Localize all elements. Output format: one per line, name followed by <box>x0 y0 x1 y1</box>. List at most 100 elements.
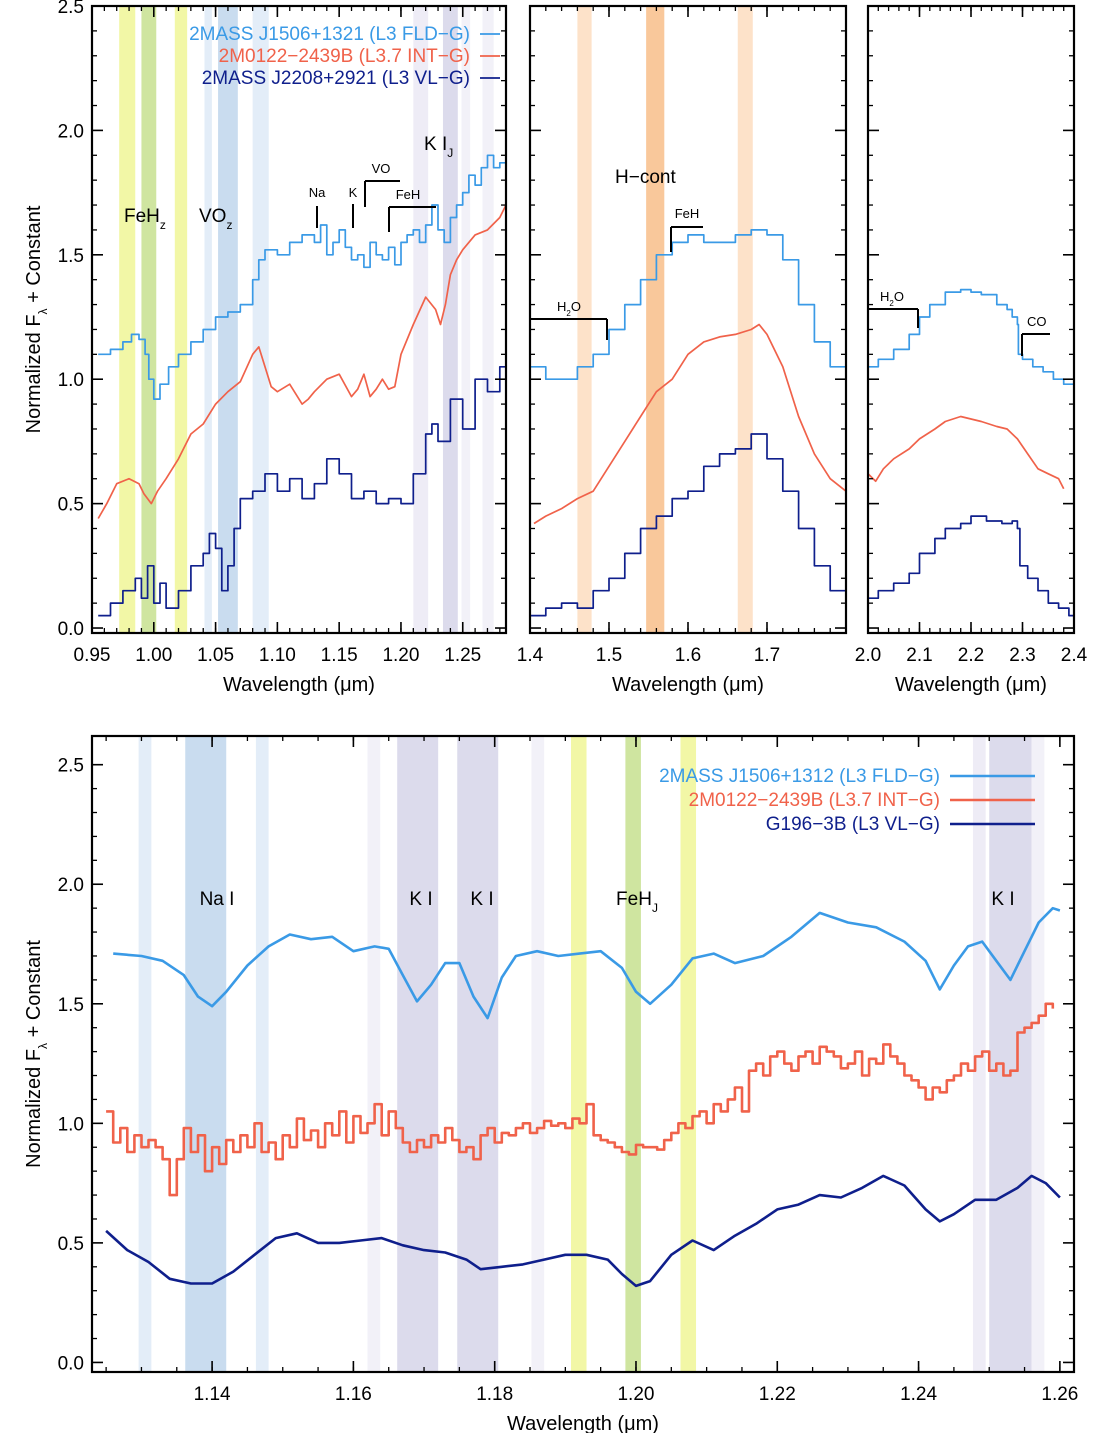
feature-band <box>138 736 152 1372</box>
y-tick-label: 0.5 <box>58 1234 84 1255</box>
y-tick-label: 1.0 <box>58 370 84 391</box>
x-tick-label: 1.18 <box>476 1384 513 1405</box>
feature-band <box>646 6 665 633</box>
na-i-label: Na I <box>200 889 235 910</box>
vo-label: VO <box>372 161 391 176</box>
vo-z-label: VOz <box>199 206 232 232</box>
legend-label: 2M0122−2439B (L3.7 INT−G) <box>219 46 470 67</box>
feature-band <box>972 736 986 1372</box>
feature-band <box>680 736 697 1372</box>
y-tick-label: 2.0 <box>58 875 84 896</box>
legend-label: 2M0122−2439B (L3.7 INT−G) <box>689 790 940 811</box>
panel-top-1: 0.95 1.00 1.05 1.10 1.15 1.20 1.25 0.0 0.5 1.0 1.5… <box>23 0 508 696</box>
panel-bottom: 1.14 1.16 1.18 1.20 1.22 1.24 1.26 0.0 0.5 1.0 1.5… <box>23 734 1078 1433</box>
feature-band <box>204 6 212 633</box>
series-line-0 <box>98 154 506 400</box>
y-label-main: Normalized F <box>23 314 45 433</box>
plot-frame <box>90 734 1076 1374</box>
y-tick-label: 1.5 <box>58 995 84 1016</box>
feature-band <box>625 736 641 1372</box>
legend-label: 2MASS J1506+1312 (L3 FLD−G) <box>659 766 940 787</box>
legend-label: 2MASS J2208+2921 (L3 VL−G) <box>202 68 470 89</box>
band-group <box>119 6 494 633</box>
h2o-h: H <box>880 289 889 304</box>
y-tick-label: 2.5 <box>58 756 84 777</box>
na-label: Na <box>309 185 326 200</box>
x-tick-label: 1.6 <box>675 645 701 666</box>
x-tick-label: 2.2 <box>958 645 984 666</box>
series-line-2 <box>105 1174 1061 1288</box>
x-tick-label: 1.7 <box>754 645 780 666</box>
ki-j-label: K IJ <box>424 134 453 160</box>
y-label-tail: + Constant <box>23 205 45 308</box>
y-label-sub: λ <box>36 308 50 314</box>
feature-band <box>367 736 381 1372</box>
x-tick-label: 2.3 <box>1009 645 1035 666</box>
vo-z-sub: z <box>226 218 232 232</box>
y-label-main: Normalized F <box>23 1049 45 1168</box>
panel-top-2: 1.4 1.5 1.6 1.7 Wavelength (μm) <box>517 4 848 696</box>
legend-label: 2MASS J1506+1321 (L3 FLD−G) <box>189 24 470 45</box>
series-line-0 <box>868 288 1074 390</box>
x-tick-label: 1.15 <box>321 645 358 666</box>
y-axis-label: Normalized Fλ + Constant <box>23 205 50 433</box>
ki-j-sub: J <box>447 146 453 160</box>
series-line-1 <box>868 415 1065 490</box>
vo-z-main: VO <box>199 206 226 227</box>
y-tick-label: 1.5 <box>58 246 84 267</box>
feh-j-sub: J <box>652 901 658 915</box>
x-tick-label: 1.22 <box>759 1384 796 1405</box>
series-group <box>530 229 846 617</box>
series-line-0 <box>113 906 1061 1020</box>
feh-j-main: FeH <box>616 889 652 910</box>
series-group <box>105 906 1061 1288</box>
x-tick-label: 1.24 <box>900 1384 937 1405</box>
x-tick-label: 1.4 <box>517 645 544 666</box>
series-line-1 <box>533 323 846 525</box>
x-axis-label: Wavelength (μm) <box>612 674 764 696</box>
x-tick-label: 2.0 <box>855 645 881 666</box>
y-tick-label: 0.0 <box>58 1353 84 1374</box>
y-tick-label: 1.0 <box>58 1114 84 1135</box>
series-line-0 <box>530 229 846 381</box>
band-group <box>138 736 1045 1372</box>
y-tick-label: 0.5 <box>58 495 84 516</box>
feature-band <box>1031 736 1045 1372</box>
feature-band <box>461 6 471 633</box>
feature-band <box>218 6 238 633</box>
h2o-sub: 2 <box>889 299 894 308</box>
feh-z-sub: z <box>160 218 166 232</box>
feature-band <box>531 736 545 1372</box>
feature-band <box>989 736 1032 1372</box>
x-tick-label: 1.16 <box>335 1384 372 1405</box>
x-tick-label: 1.20 <box>382 645 419 666</box>
feature-band <box>252 6 269 633</box>
feature-band <box>141 6 157 633</box>
x-tick-label: 1.26 <box>1041 1384 1078 1405</box>
series-group <box>97 154 506 617</box>
ki-j-main: K I <box>424 134 447 155</box>
x-tick-label: 1.05 <box>197 645 234 666</box>
x-axis-label: Wavelength (μm) <box>507 1413 659 1433</box>
y-tick-label: 0.0 <box>58 619 84 640</box>
feature-band <box>413 6 429 633</box>
feature-band <box>442 6 458 633</box>
x-tick-label: 1.14 <box>194 1384 231 1405</box>
h-cont-label: H−cont <box>615 167 676 188</box>
h2o-o: O <box>571 299 581 314</box>
x-tick-label: 1.25 <box>444 645 481 666</box>
x-axis-label: Wavelength (μm) <box>895 674 1047 696</box>
y-tick-label: 2.0 <box>58 121 84 142</box>
feh-j-label: FeHJ <box>616 889 658 915</box>
h2o-sub: 2 <box>566 309 571 318</box>
k-i-label: K I <box>991 889 1014 910</box>
feh-z-main: FeH <box>124 206 160 227</box>
feature-band <box>119 6 136 633</box>
panel-top-3: 2.0 2.1 2.2 2.3 2.4 Wavelength (μm) <box>855 4 1088 696</box>
feature-band <box>174 6 188 633</box>
y-label-sub: λ <box>36 1043 50 1049</box>
x-axis-label: Wavelength (μm) <box>223 674 375 696</box>
series-line-2 <box>530 433 846 617</box>
series-line-2 <box>868 515 1074 621</box>
feature-band <box>570 736 587 1372</box>
